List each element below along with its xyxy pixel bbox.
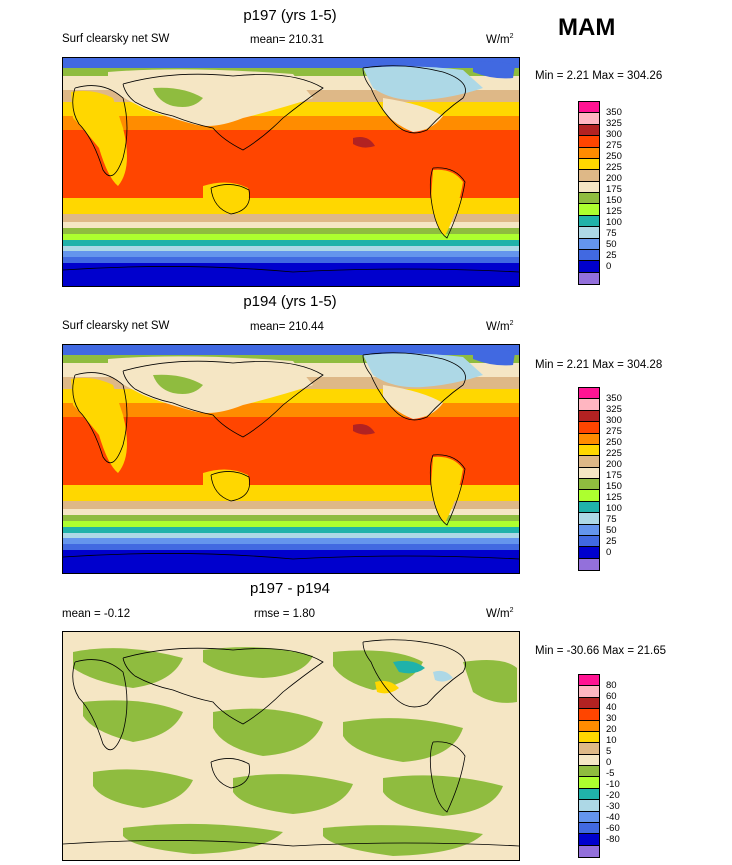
colorbar-label: 50 <box>606 525 617 536</box>
colorbar-label: 350 <box>606 393 622 404</box>
colorbar-label: 5 <box>606 746 612 757</box>
colorbar-label: 125 <box>606 492 622 503</box>
panel-1-title: p197 (yrs 1-5) <box>243 7 337 24</box>
colorbar-label: 225 <box>606 162 622 173</box>
panel-1-colorbar-labels: 350 325 300 275 250 225 200 175 150 125 … <box>606 107 622 272</box>
colorbar-label: -30 <box>606 801 620 812</box>
colorbar-label: 40 <box>606 702 617 713</box>
colorbar-label: 150 <box>606 195 622 206</box>
panel-3-mean: mean = -0.12 <box>62 608 131 620</box>
colorbar-label: 30 <box>606 713 617 724</box>
panel-1-variable: Surf clearsky net SW <box>62 33 170 45</box>
colorbar-label: 175 <box>606 470 622 481</box>
colorbar-label: 25 <box>606 536 617 547</box>
colorbar-label: 275 <box>606 140 622 151</box>
season-label: MAM <box>558 14 616 41</box>
colorbar-label: -80 <box>606 834 620 845</box>
colorbar-label: 250 <box>606 151 622 162</box>
colorbar-label: 10 <box>606 735 617 746</box>
panel-3-rmse: rmse = 1.80 <box>254 608 316 620</box>
colorbar-label: -5 <box>606 768 615 779</box>
colorbar-label: 300 <box>606 129 622 140</box>
colorbar-label: 200 <box>606 459 622 470</box>
panel-3-title: p197 - p194 <box>249 580 331 597</box>
panel-1-units: W/m2 <box>486 33 514 46</box>
panel-2-units: W/m2 <box>486 320 514 333</box>
colorbar-label: 50 <box>606 239 617 250</box>
panel-3-units: W/m2 <box>486 607 514 620</box>
panel-3-colorbar-labels: 80 60 40 30 20 10 5 0 -5 -10 -20 -30 -40… <box>606 680 620 845</box>
colorbar-label: 150 <box>606 481 622 492</box>
colorbar-label: -40 <box>606 812 620 823</box>
panel-1-minmax: Min = 2.21 Max = 304.26 <box>535 70 663 82</box>
panel-3-map <box>62 631 520 861</box>
colorbar-label: 100 <box>606 503 622 514</box>
colorbar-label: 325 <box>606 118 622 129</box>
colorbar-label: 60 <box>606 691 617 702</box>
colorbar-label: 0 <box>606 547 612 558</box>
panel-2-variable: Surf clearsky net SW <box>62 320 170 332</box>
colorbar-label: 0 <box>606 757 612 768</box>
panel-2-map <box>62 344 520 574</box>
colorbar-label: 250 <box>606 437 622 448</box>
panel-1-colorbar <box>578 101 600 285</box>
colorbar-label: 200 <box>606 173 622 184</box>
panel-3-minmax: Min = -30.66 Max = 21.65 <box>535 645 667 657</box>
colorbar-label: 25 <box>606 250 617 261</box>
panel-2-colorbar <box>578 387 600 571</box>
colorbar-label: 0 <box>606 261 612 272</box>
colorbar-label: -10 <box>606 779 620 790</box>
colorbar-label: 80 <box>606 680 617 691</box>
colorbar-label: 350 <box>606 107 622 118</box>
panel-2-mean: mean= 210.44 <box>250 321 324 333</box>
colorbar-label: 300 <box>606 415 622 426</box>
colorbar-label: 125 <box>606 206 622 217</box>
colorbar-label: 75 <box>606 228 617 239</box>
colorbar-label: 325 <box>606 404 622 415</box>
colorbar-label: -60 <box>606 823 620 834</box>
colorbar-label: 175 <box>606 184 622 195</box>
colorbar-label: 275 <box>606 426 622 437</box>
colorbar-label: 75 <box>606 514 617 525</box>
colorbar-label: 100 <box>606 217 622 228</box>
panel-2-title: p194 (yrs 1-5) <box>243 293 337 310</box>
panel-2-minmax: Min = 2.21 Max = 304.28 <box>535 359 663 371</box>
panel-3-colorbar <box>578 674 600 858</box>
colorbar-label: 20 <box>606 724 617 735</box>
colorbar-label: -20 <box>606 790 620 801</box>
panel-2-colorbar-labels: 350 325 300 275 250 225 200 175 150 125 … <box>606 393 622 558</box>
panel-1-mean: mean= 210.31 <box>250 34 324 46</box>
colorbar-label: 225 <box>606 448 622 459</box>
panel-1-map <box>62 57 520 287</box>
